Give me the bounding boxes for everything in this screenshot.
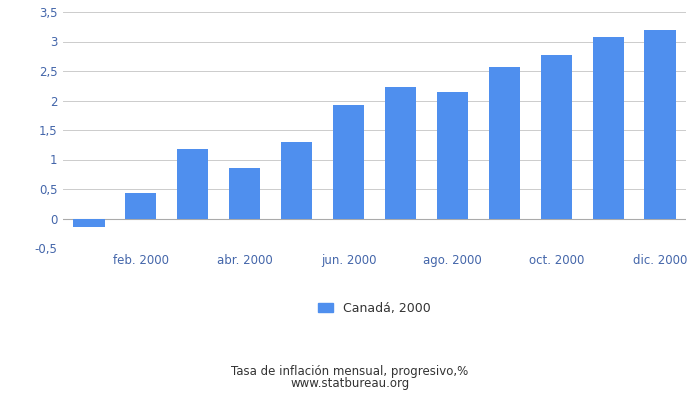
Text: www.statbureau.org: www.statbureau.org — [290, 377, 410, 390]
Bar — [385, 87, 416, 218]
Bar — [540, 55, 572, 218]
Bar — [437, 92, 468, 218]
Bar — [229, 168, 260, 218]
Text: Tasa de inflación mensual, progresivo,%: Tasa de inflación mensual, progresivo,% — [232, 365, 468, 378]
Legend: Canadá, 2000: Canadá, 2000 — [313, 297, 436, 320]
Bar — [592, 37, 624, 218]
Bar — [125, 193, 156, 218]
Bar — [281, 142, 312, 218]
Bar — [489, 67, 520, 218]
Bar — [333, 105, 364, 218]
Bar — [177, 149, 209, 218]
Bar — [74, 218, 104, 227]
Bar — [645, 30, 676, 218]
